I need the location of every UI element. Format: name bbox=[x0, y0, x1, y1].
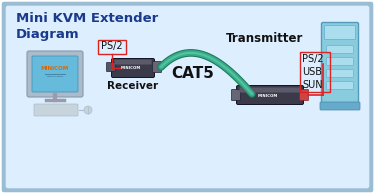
FancyBboxPatch shape bbox=[114, 60, 152, 64]
FancyBboxPatch shape bbox=[327, 82, 353, 89]
Text: Mini KVM Extender
Diagram: Mini KVM Extender Diagram bbox=[16, 12, 158, 41]
FancyBboxPatch shape bbox=[231, 89, 240, 100]
Text: USB: USB bbox=[302, 67, 322, 77]
FancyBboxPatch shape bbox=[320, 102, 360, 110]
Text: PS/2: PS/2 bbox=[302, 54, 324, 64]
FancyBboxPatch shape bbox=[327, 46, 353, 53]
FancyBboxPatch shape bbox=[324, 25, 356, 40]
FancyBboxPatch shape bbox=[327, 70, 353, 77]
Circle shape bbox=[84, 106, 92, 114]
FancyBboxPatch shape bbox=[327, 58, 353, 65]
FancyBboxPatch shape bbox=[32, 56, 78, 92]
FancyBboxPatch shape bbox=[106, 62, 116, 72]
FancyBboxPatch shape bbox=[237, 86, 303, 105]
Text: ━━━━━━━━: ━━━━━━━━ bbox=[46, 75, 63, 79]
Text: MINICOM: MINICOM bbox=[41, 67, 69, 72]
FancyBboxPatch shape bbox=[27, 51, 83, 97]
FancyBboxPatch shape bbox=[240, 87, 300, 93]
Text: PS/2: PS/2 bbox=[101, 41, 123, 51]
FancyBboxPatch shape bbox=[153, 61, 162, 73]
Text: MINICOM: MINICOM bbox=[258, 94, 278, 98]
FancyBboxPatch shape bbox=[5, 5, 370, 189]
Text: MINICOM: MINICOM bbox=[121, 66, 141, 70]
FancyBboxPatch shape bbox=[300, 89, 309, 100]
FancyBboxPatch shape bbox=[321, 23, 358, 106]
Text: Receiver: Receiver bbox=[107, 81, 159, 91]
Text: CAT5: CAT5 bbox=[171, 67, 214, 81]
FancyBboxPatch shape bbox=[34, 104, 78, 116]
Text: Transmitter: Transmitter bbox=[226, 33, 304, 46]
Text: SUN: SUN bbox=[302, 80, 322, 90]
FancyBboxPatch shape bbox=[111, 59, 154, 77]
